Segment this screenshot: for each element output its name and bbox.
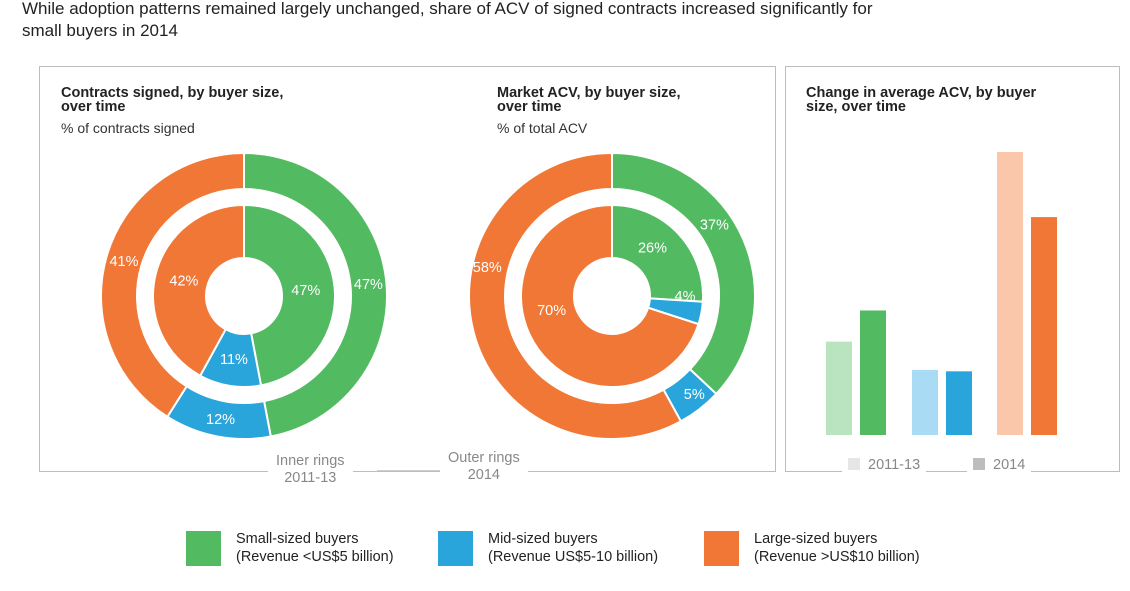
bar-mid-2011-13 [912, 370, 938, 435]
legend-mid-line1: Mid-sized buyers [488, 530, 658, 548]
contracts-outer-label-small: 47% [354, 277, 383, 293]
contracts-inner-slice-small [244, 205, 335, 385]
legend-2011-13-swatch [848, 458, 860, 470]
legend-small-line2: (Revenue <US$5 billion) [236, 548, 394, 566]
outer-rings-label-line2: 2014 [448, 467, 520, 484]
legend-large-label: Large-sized buyers (Revenue >US$10 billi… [754, 530, 920, 566]
legend-2014-label: 2014 [993, 457, 1025, 473]
acv-donut: 37% 5% 58% 26% 4% 70% [469, 153, 755, 439]
bar-legend-2014: 2014 [967, 457, 1031, 473]
acv-inner-label-mid: 4% [675, 289, 696, 305]
inner-rings-label-line2: 2011-13 [276, 470, 345, 487]
bar-mid-2014 [946, 371, 972, 435]
contracts-inner-label-small: 47% [291, 283, 320, 299]
legend-large-swatch [704, 531, 739, 566]
legend-large-line1: Large-sized buyers [754, 530, 920, 548]
acv-inner-label-small: 26% [638, 241, 667, 257]
legend-mid-swatch [438, 531, 473, 566]
legend-2011-13-label: 2011-13 [868, 457, 920, 473]
legend-large-line2: (Revenue >US$10 billion) [754, 548, 920, 566]
contracts-outer-label-mid: 12% [206, 412, 235, 428]
outer-rings-label-line1: Outer rings [448, 450, 520, 467]
acv-outer-label-mid: 5% [684, 387, 705, 403]
legend-small-swatch [186, 531, 221, 566]
acv-outer-label-small: 37% [700, 217, 729, 233]
bar-large-2011-13 [997, 152, 1023, 435]
inner-rings-label: Inner rings 2011-13 [268, 453, 353, 487]
legend-mid-line2: (Revenue US$5-10 billion) [488, 548, 658, 566]
bar-marks [826, 152, 1057, 435]
outer-rings-label: Outer rings 2014 [440, 450, 528, 484]
contracts-donut: 47% 12% 41% 47% 11% 42% [101, 153, 387, 439]
legend-2014-swatch [973, 458, 985, 470]
bar-legend-2011-13: 2011-13 [842, 457, 926, 473]
acv-outer-label-large: 58% [473, 260, 502, 276]
acv-inner-label-large: 70% [537, 303, 566, 319]
bar-small-2014 [860, 310, 886, 435]
contracts-inner-label-mid: 11% [220, 352, 248, 368]
bar-chart-svg [785, 66, 1120, 472]
legend-small-line1: Small-sized buyers [236, 530, 394, 548]
bar-large-2014 [1031, 217, 1057, 435]
contracts-outer-label-large: 41% [109, 254, 138, 270]
legend-small-label: Small-sized buyers (Revenue <US$5 billio… [236, 530, 394, 566]
legend-mid-label: Mid-sized buyers (Revenue US$5-10 billio… [488, 530, 658, 566]
inner-rings-label-line1: Inner rings [276, 453, 345, 470]
bar-small-2011-13 [826, 342, 852, 435]
contracts-inner-label-large: 42% [169, 274, 198, 290]
